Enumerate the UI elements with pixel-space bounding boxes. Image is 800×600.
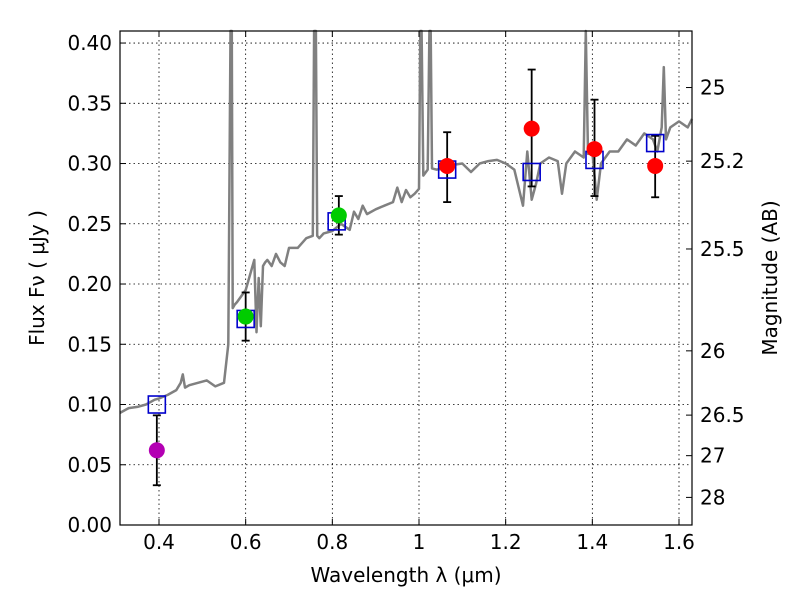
y2-tick-label: 28 — [700, 485, 725, 509]
y-tick-label: 0.25 — [67, 212, 112, 236]
markers — [147, 120, 665, 459]
y2-axis-label: Magnitude (AB) — [758, 200, 782, 355]
y-tick-label: 0.30 — [67, 152, 112, 176]
y2-tick-label: 25 — [700, 76, 725, 100]
model-square-marker — [147, 395, 167, 414]
observed-point-marker — [330, 207, 347, 224]
grid-lines — [120, 31, 692, 526]
y-tick-label: 0.40 — [67, 31, 112, 55]
observed-point-marker — [647, 157, 664, 174]
observed-point-marker — [523, 120, 540, 137]
y2-tick-label: 26 — [700, 339, 725, 363]
x-tick-label: 0.4 — [143, 530, 175, 554]
spectrum-layer — [119, 29, 694, 414]
model-square-marker — [522, 162, 541, 182]
observed-point-marker — [586, 141, 603, 158]
y-tick-label: 0.00 — [67, 513, 112, 537]
model-square-marker — [645, 133, 665, 153]
observed-point-marker — [148, 442, 165, 459]
x-axis-label: Wavelength λ (μm) — [310, 563, 501, 587]
y-tick-label: 0.05 — [67, 453, 112, 477]
y2-tick-label: 25.2 — [700, 149, 745, 173]
y-tick-label: 0.20 — [67, 272, 112, 296]
y2-tick-label: 25.5 — [700, 237, 745, 261]
x-tick-label: 1.4 — [576, 530, 608, 554]
error-bars — [152, 68, 660, 487]
x-tick-label: 1.6 — [663, 530, 695, 554]
y2-tick-label: 26.5 — [700, 403, 745, 427]
x-tick-label: 1 — [413, 530, 426, 554]
x-tick-label: 0.6 — [230, 530, 262, 554]
x-tick-label: 0.8 — [316, 530, 348, 554]
y-tick-label: 0.10 — [67, 393, 112, 417]
observed-point-marker — [237, 308, 254, 325]
spectrum-line — [119, 29, 694, 414]
x-tick-label: 1.2 — [490, 530, 522, 554]
observed-point-marker — [439, 157, 456, 174]
plot-frame — [119, 30, 693, 526]
y2-tick-label: 27 — [700, 444, 725, 468]
y-axis-label: Flux Fν ( μJy ) — [25, 210, 49, 346]
y-tick-label: 0.35 — [67, 91, 112, 115]
y-tick-label: 0.15 — [67, 332, 112, 356]
axis-ticks: 0.4 0.6 0.8 1 1.2 1.4 1.6 0.00 0.05 0.10 0.15 0.20 0… — [67, 31, 745, 554]
